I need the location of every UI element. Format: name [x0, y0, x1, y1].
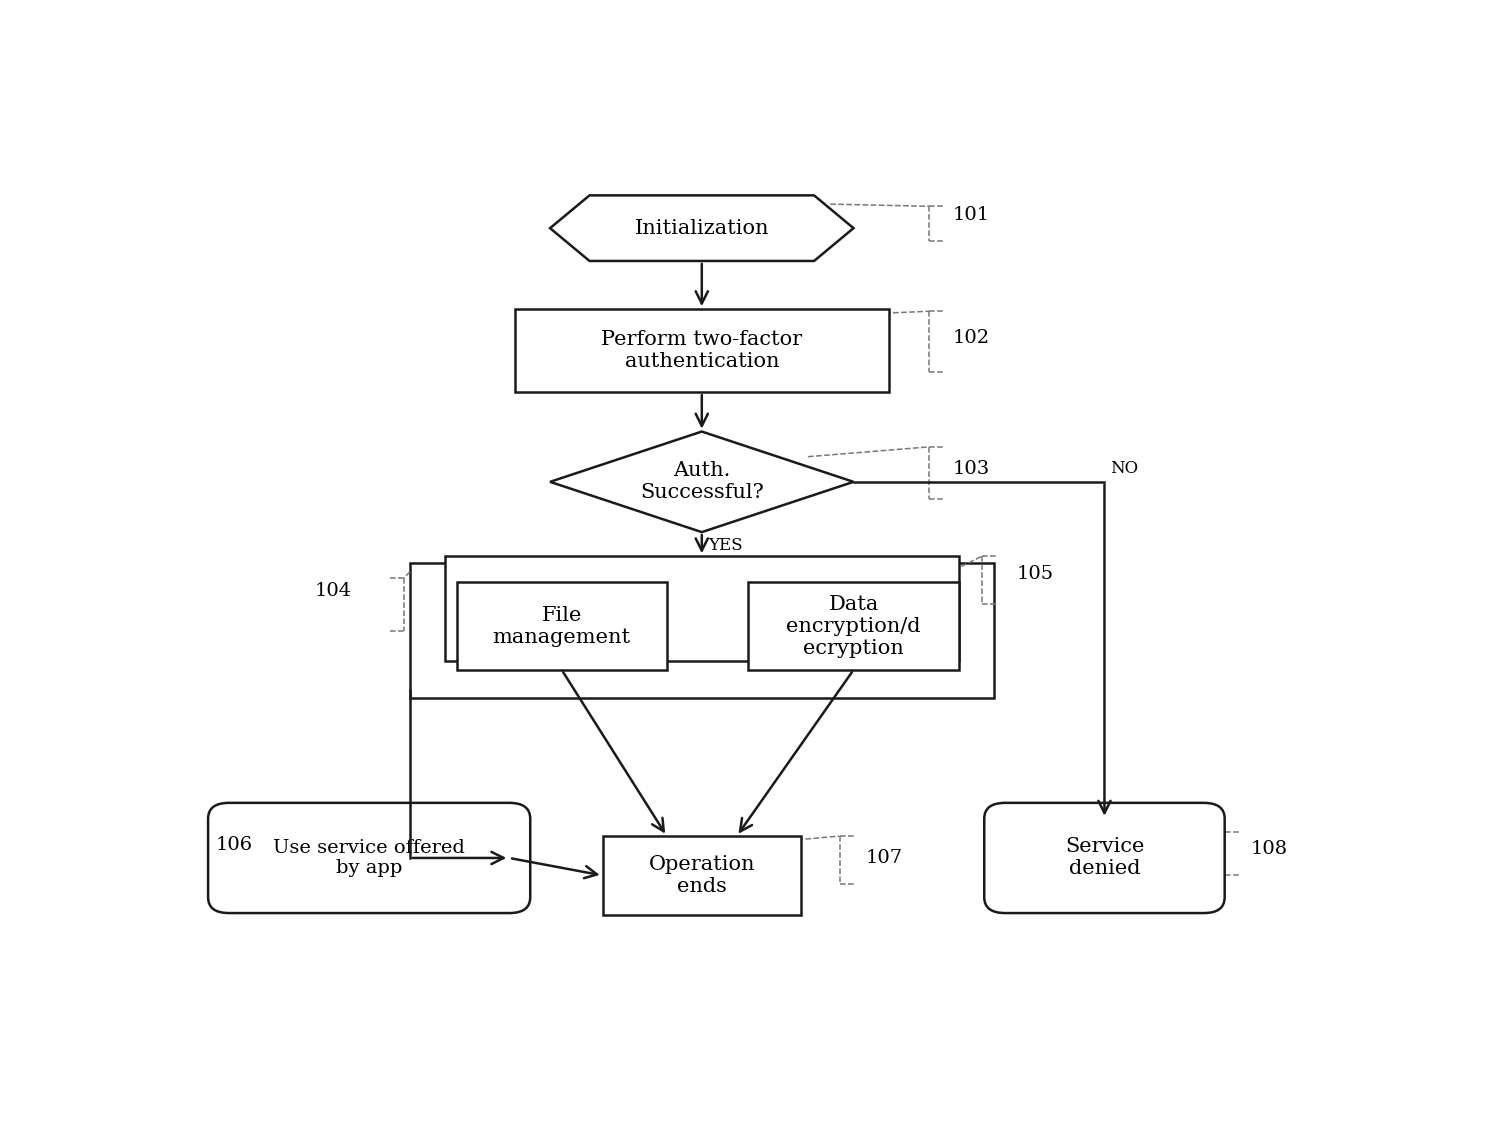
Text: File
management: File management	[492, 605, 631, 646]
Text: 102: 102	[953, 328, 989, 346]
Text: Use service offered
by app: Use service offered by app	[273, 838, 465, 877]
Text: YES: YES	[708, 536, 742, 553]
Polygon shape	[550, 195, 854, 261]
FancyBboxPatch shape	[208, 803, 530, 913]
Text: NO: NO	[1110, 460, 1139, 477]
Text: 106: 106	[215, 836, 253, 854]
Polygon shape	[550, 432, 854, 532]
Bar	[410, 562, 994, 699]
Text: Auth.
Successful?: Auth. Successful?	[640, 461, 764, 502]
Bar	[456, 583, 667, 670]
Bar	[748, 583, 958, 670]
Text: Service
denied: Service denied	[1065, 837, 1145, 878]
Bar	[515, 309, 889, 392]
Text: 101: 101	[953, 206, 989, 224]
Text: Operation
ends: Operation ends	[649, 855, 755, 896]
Text: 103: 103	[953, 460, 989, 478]
Text: Perform two-factor
authentication: Perform two-factor authentication	[601, 331, 803, 371]
Bar	[446, 557, 959, 661]
Text: 104: 104	[315, 582, 352, 600]
Text: Data
encryption/d
ecryption: Data encryption/d ecryption	[786, 594, 920, 658]
Bar	[602, 836, 801, 914]
FancyBboxPatch shape	[985, 803, 1224, 913]
Text: Initialization: Initialization	[634, 218, 770, 237]
Text: 108: 108	[1250, 841, 1288, 858]
Text: 105: 105	[1017, 565, 1054, 583]
Text: 107: 107	[864, 849, 902, 867]
